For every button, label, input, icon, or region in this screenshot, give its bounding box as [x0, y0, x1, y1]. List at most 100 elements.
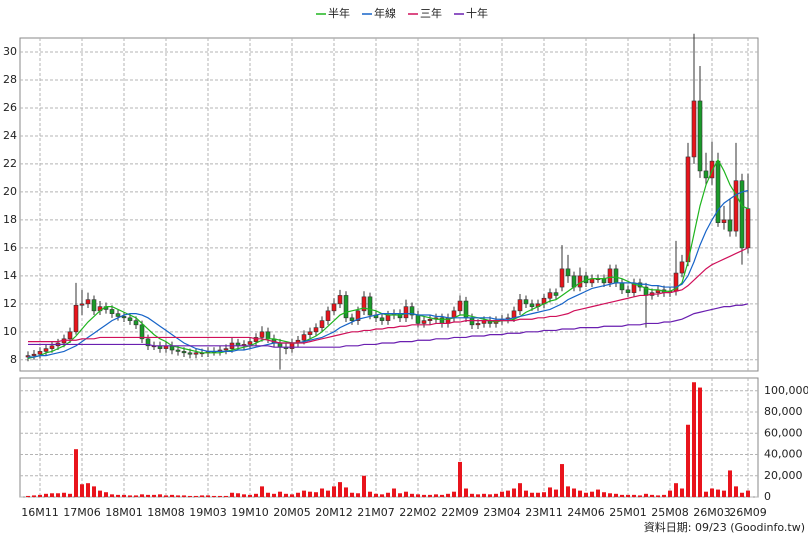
- candle-body: [565, 268, 571, 277]
- candle-body: [685, 156, 691, 263]
- volume-bar: [296, 492, 300, 497]
- volume-bar: [668, 490, 672, 497]
- volume-bar: [356, 493, 360, 497]
- volume-bar: [506, 490, 510, 497]
- volume-bar: [74, 449, 78, 497]
- ma-line: [28, 247, 749, 344]
- y-tick-label: 40,000: [764, 448, 803, 461]
- candle-body: [187, 352, 193, 355]
- candle-body: [511, 310, 517, 319]
- volume-bar: [686, 424, 690, 497]
- volume-bar: [494, 493, 498, 497]
- volume-bar: [734, 486, 738, 497]
- volume-bar: [152, 494, 156, 497]
- volume-bar: [398, 493, 402, 497]
- volume-bar: [554, 489, 558, 497]
- candle-body: [625, 289, 631, 293]
- volume-bar: [104, 492, 108, 497]
- volume-bar: [404, 491, 408, 497]
- candle-body: [325, 310, 331, 321]
- volume-bar: [170, 494, 174, 497]
- volume-bar: [536, 492, 540, 497]
- volume-bar: [308, 491, 312, 497]
- x-tick-label: 24M06: [567, 506, 605, 519]
- candle-body: [379, 317, 385, 321]
- y-tick-label: 20: [3, 185, 17, 198]
- x-tick-label: 19M03: [189, 506, 227, 519]
- x-tick-label: 19M10: [231, 506, 269, 519]
- volume-bar: [146, 494, 150, 497]
- volume-bar: [680, 488, 684, 497]
- candle-body: [697, 100, 703, 172]
- volume-bar: [122, 494, 126, 497]
- x-tick-label: 22M02: [399, 506, 437, 519]
- volume-bar: [626, 494, 630, 497]
- volume-bar: [566, 486, 570, 497]
- volume-bar: [476, 494, 480, 497]
- candle-body: [331, 303, 337, 312]
- volume-bar: [710, 488, 714, 497]
- candle-body: [601, 278, 607, 284]
- candle-body: [529, 303, 535, 307]
- candle-body: [715, 160, 721, 223]
- volume-bar: [650, 494, 654, 497]
- volume-bar: [452, 491, 456, 497]
- volume-bar: [446, 493, 450, 497]
- candle-body: [31, 353, 37, 356]
- volume-bar: [608, 493, 612, 497]
- x-tick-label: 18M08: [147, 506, 185, 519]
- x-tick-label: 23M11: [525, 506, 563, 519]
- volume-bar: [188, 495, 192, 497]
- candle-body: [109, 309, 115, 314]
- volume-bar: [722, 490, 726, 497]
- legend-label: 半年: [328, 6, 350, 20]
- volume-bar: [530, 492, 534, 497]
- volume-bar: [704, 491, 708, 497]
- candle-body: [469, 317, 475, 326]
- volume-bar: [524, 490, 528, 497]
- candle-body: [265, 331, 271, 340]
- volume-bar: [32, 495, 36, 497]
- volume-bar: [578, 490, 582, 497]
- y-tick-label: 100,000: [764, 384, 808, 397]
- volume-bar: [92, 486, 96, 497]
- volume-bar: [674, 483, 678, 497]
- candle-body: [355, 310, 361, 321]
- price-panel: [19, 37, 759, 372]
- candle-body: [385, 314, 391, 321]
- candle-body: [703, 170, 709, 179]
- volume-bar: [560, 464, 564, 497]
- volume-bar: [266, 492, 270, 497]
- candle-body: [523, 299, 529, 305]
- candle-body: [301, 334, 307, 341]
- volume-bar: [50, 493, 54, 497]
- volume-bar: [290, 494, 294, 497]
- volume-bar: [344, 487, 348, 497]
- volume-bar: [26, 495, 30, 497]
- volume-bar: [158, 494, 162, 497]
- candle-body: [421, 320, 427, 324]
- candle-body: [727, 219, 733, 232]
- volume-bar: [602, 492, 606, 497]
- volume-bar: [596, 489, 600, 497]
- candle-body: [313, 327, 319, 333]
- volume-bar: [740, 492, 744, 497]
- volume-bar: [260, 486, 264, 497]
- volume-bar: [488, 494, 492, 497]
- volume-bar: [236, 493, 240, 497]
- candle-body: [49, 345, 55, 349]
- candle-body: [181, 351, 187, 354]
- candle-body: [619, 282, 625, 291]
- y-tick-label: 26: [3, 101, 17, 114]
- ma-line: [27, 158, 749, 359]
- candle-body: [79, 303, 85, 306]
- volume-bar: [284, 493, 288, 497]
- volume-bar: [200, 495, 204, 497]
- volume-bar: [86, 483, 90, 497]
- volume-bar: [218, 495, 222, 497]
- y-tick-label: 8: [10, 353, 17, 366]
- volume-bar: [656, 495, 660, 497]
- y-tick-label: 0: [764, 490, 771, 503]
- candle-body: [577, 275, 583, 288]
- volume-bar: [590, 491, 594, 497]
